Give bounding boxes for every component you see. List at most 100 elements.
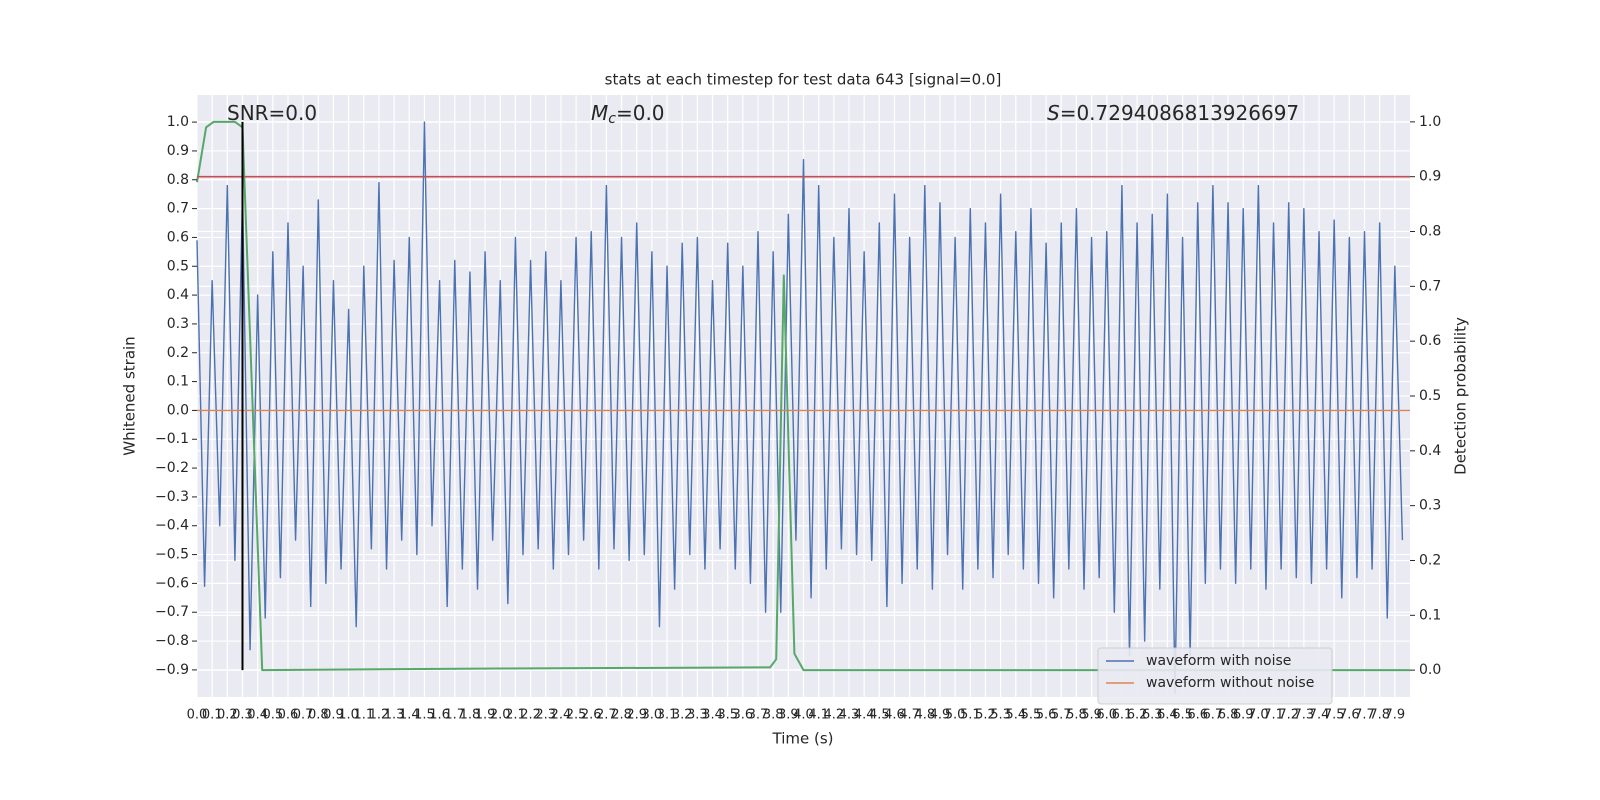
y-tick-label: −0.7 bbox=[155, 604, 189, 620]
x-tick-label: 1.3 bbox=[384, 708, 405, 723]
x-tick-label: 3.9 bbox=[778, 708, 799, 723]
x-tick-label: 0.1 bbox=[202, 708, 223, 723]
annotation-text: SNR=0.0 bbox=[227, 101, 317, 125]
chart-title: stats at each timestep for test data 643… bbox=[605, 71, 1002, 89]
y-tick-label: −0.9 bbox=[155, 662, 189, 678]
x-tick-label: 5.7 bbox=[1051, 708, 1072, 723]
x-tick-label: 2.7 bbox=[596, 708, 617, 723]
x-tick-label: 5.3 bbox=[990, 708, 1011, 723]
x-tick-label: 3.5 bbox=[717, 708, 738, 723]
x-tick-label: 7.0 bbox=[1248, 708, 1269, 723]
x-tick-label: 6.0 bbox=[1096, 708, 1117, 723]
y-tick-label: −0.6 bbox=[155, 575, 189, 591]
annotation-symbol: S bbox=[1047, 101, 1060, 125]
y-tick-label: −0.8 bbox=[155, 633, 189, 649]
y-tick-label: 0.2 bbox=[167, 345, 189, 361]
x-tick-label: 4.4 bbox=[854, 708, 875, 723]
y2-tick-label: 0.8 bbox=[1419, 224, 1441, 240]
y-tick-label: 0.8 bbox=[167, 172, 189, 188]
x-tick-label: 5.0 bbox=[945, 708, 966, 723]
legend-box bbox=[1097, 647, 1333, 705]
x-tick-label: 7.7 bbox=[1354, 708, 1375, 723]
series-line bbox=[196, 120, 1410, 672]
y-tick-label: 0.3 bbox=[167, 316, 189, 332]
x-tick-label: 1.2 bbox=[369, 708, 390, 723]
x-tick-label: 6.3 bbox=[1142, 708, 1163, 723]
x-tick-label: 6.5 bbox=[1172, 708, 1193, 723]
y-tick-label: −0.5 bbox=[155, 547, 189, 563]
x-tick-label: 2.8 bbox=[611, 708, 632, 723]
x-tick-label: 7.6 bbox=[1339, 708, 1360, 723]
x-tick-label: 7.4 bbox=[1309, 708, 1330, 723]
y-tick-label: −0.3 bbox=[155, 489, 189, 505]
x-tick-label: 0.9 bbox=[323, 708, 344, 723]
x-tick-label: 4.7 bbox=[899, 708, 920, 723]
x-tick-label: 7.9 bbox=[1384, 708, 1405, 723]
x-tick-label: 7.5 bbox=[1324, 708, 1345, 723]
x-tick-label: 3.2 bbox=[672, 708, 693, 723]
x-tick-label: 4.3 bbox=[839, 708, 860, 723]
x-tick-label: 5.4 bbox=[1005, 708, 1026, 723]
y2-tick-label: 0.4 bbox=[1419, 443, 1441, 459]
y-tick-label: 0.1 bbox=[167, 374, 189, 390]
x-tick-label: 7.1 bbox=[1263, 708, 1284, 723]
x-tick-label: 3.0 bbox=[642, 708, 663, 723]
x-tick-label: 0.0 bbox=[187, 708, 208, 723]
x-tick-label: 1.8 bbox=[460, 708, 481, 723]
x-tick-label: 0.3 bbox=[232, 708, 253, 723]
y-tick-label: 0.5 bbox=[167, 258, 189, 274]
x-tick-label: 5.8 bbox=[1066, 708, 1087, 723]
x-tick-label: 1.0 bbox=[338, 708, 359, 723]
x-tick-label: 1.9 bbox=[475, 708, 496, 723]
x-tick-label: 2.5 bbox=[566, 708, 587, 723]
x-tick-label: 2.1 bbox=[505, 708, 526, 723]
y2-tick-label: 1.0 bbox=[1419, 114, 1441, 130]
x-tick-label: 1.7 bbox=[444, 708, 465, 723]
x-tick-label: 0.8 bbox=[308, 708, 329, 723]
x-tick-label: 3.1 bbox=[657, 708, 678, 723]
x-tick-label: 0.5 bbox=[262, 708, 283, 723]
y2-tick-label: 0.5 bbox=[1419, 388, 1441, 404]
x-tick-label: 6.2 bbox=[1127, 708, 1148, 723]
y-tick-label: 0.0 bbox=[167, 402, 189, 418]
x-tick-label: 5.1 bbox=[960, 708, 981, 723]
x-tick-label: 3.4 bbox=[702, 708, 723, 723]
x-tick-label: 5.9 bbox=[1081, 708, 1102, 723]
x-tick-label: 0.7 bbox=[293, 708, 314, 723]
x-tick-label: 2.2 bbox=[520, 708, 541, 723]
x-tick-label: 4.1 bbox=[808, 708, 829, 723]
x-tick-label: 2.9 bbox=[626, 708, 647, 723]
marks bbox=[196, 120, 1410, 694]
x-tick-label: 5.2 bbox=[975, 708, 996, 723]
x-tick-label: 3.3 bbox=[687, 708, 708, 723]
x-tick-label: 4.9 bbox=[930, 708, 951, 723]
annotation: S=0.7294086813926697 bbox=[1047, 101, 1299, 125]
legend-label: waveform without noise bbox=[1146, 675, 1314, 691]
x-tick-label: 0.4 bbox=[247, 708, 268, 723]
x-tick-label: 4.0 bbox=[793, 708, 814, 723]
y2-tick-label: 0.2 bbox=[1419, 552, 1441, 568]
annotation: Mc=0.0 bbox=[591, 101, 665, 128]
x-tick-label: 6.4 bbox=[1157, 708, 1178, 723]
annotations: SNR=0.0 Mc=0.0 S=0.7294086813926697 bbox=[227, 101, 1299, 128]
x-tick-label: 7.8 bbox=[1369, 708, 1390, 723]
x-tick-label: 7.3 bbox=[1294, 708, 1315, 723]
y2-tick-label: 0.1 bbox=[1419, 607, 1441, 623]
y2-tick-label: 0.3 bbox=[1419, 498, 1441, 514]
series-line bbox=[196, 121, 1404, 694]
legend-label: waveform with noise bbox=[1146, 653, 1291, 669]
annotation-subscript: c bbox=[608, 111, 616, 127]
x-tick-label: 4.2 bbox=[823, 708, 844, 723]
x-tick-label: 6.8 bbox=[1218, 708, 1239, 723]
x-tick-label: 3.7 bbox=[748, 708, 769, 723]
y-tick-label: 1.0 bbox=[167, 114, 189, 130]
x-tick-label: 3.8 bbox=[763, 708, 784, 723]
y2-tick-label: 0.9 bbox=[1419, 169, 1441, 185]
x-tick-label: 4.5 bbox=[869, 708, 890, 723]
x-tick-label: 6.6 bbox=[1187, 708, 1208, 723]
y-tick-label: 0.4 bbox=[167, 287, 189, 303]
legend: waveform with noise waveform without nois… bbox=[1097, 647, 1333, 705]
x-tick-label: 5.6 bbox=[1036, 708, 1057, 723]
y-tick-label: −0.2 bbox=[155, 460, 189, 476]
